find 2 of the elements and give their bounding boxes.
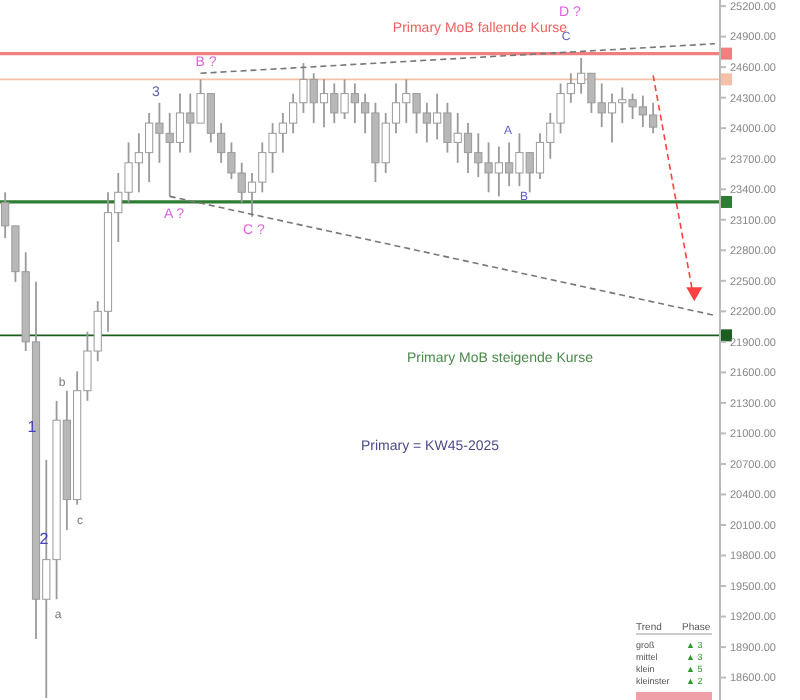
annotation: 1: [27, 418, 38, 436]
annotation: 2: [39, 530, 50, 548]
